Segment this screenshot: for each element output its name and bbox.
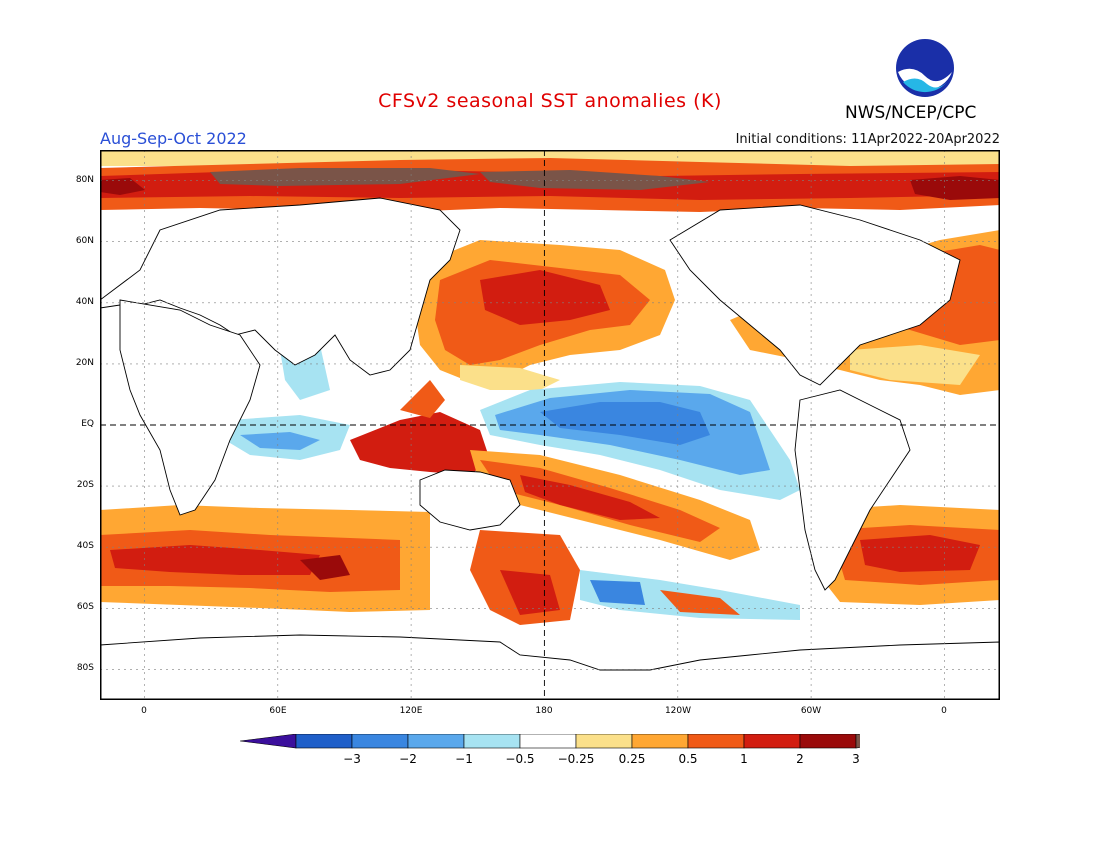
colorbar-swatch <box>632 734 688 748</box>
lat-label-60n: 60N <box>68 236 94 246</box>
colorbar-swatch <box>352 734 408 748</box>
colorbar-tick-label: 0.25 <box>619 752 646 766</box>
agency-label: NWS/NCEP/CPC <box>845 103 976 123</box>
colorbar-swatch <box>800 734 856 748</box>
colorbar-tick-label: −0.5 <box>505 752 534 766</box>
colorbar-swatch <box>688 734 744 748</box>
lon-label-0-west: 0 <box>124 706 164 716</box>
lon-label-180: 180 <box>524 706 564 716</box>
colorbar-swatch <box>856 734 860 748</box>
noaa-logo <box>895 38 955 98</box>
lat-label-20n: 20N <box>68 358 94 368</box>
colorbar-tick-label: 0.5 <box>678 752 697 766</box>
colorbar-swatch <box>408 734 464 748</box>
lat-label-60s: 60S <box>68 602 94 612</box>
colorbar-swatch <box>576 734 632 748</box>
lon-label-60w: 60W <box>791 706 831 716</box>
arctic-anomaly-bands <box>100 150 1000 212</box>
colorbar-legend: −3 −2 −1 −0.5 −0.25 0.25 0.5 1 2 3 <box>240 734 860 770</box>
season-label: Aug-Sep-Oct 2022 <box>100 129 247 148</box>
lon-label-0-east: 0 <box>924 706 964 716</box>
colorbar-swatch <box>296 734 352 748</box>
lat-label-40n: 40N <box>68 297 94 307</box>
initial-conditions-label: Initial conditions: 11Apr2022-20Apr2022 <box>600 132 1000 147</box>
colorbar-tick-label: −2 <box>399 752 417 766</box>
colorbar-tick-label: 1 <box>740 752 748 766</box>
lat-label-eq: EQ <box>68 419 94 429</box>
lat-label-20s: 20S <box>68 480 94 490</box>
lon-label-120e: 120E <box>391 706 431 716</box>
colorbar-swatch <box>520 734 576 748</box>
colorbar-tick-label: −0.25 <box>558 752 595 766</box>
lat-label-80s: 80S <box>68 663 94 673</box>
lon-label-120w: 120W <box>658 706 698 716</box>
colorbar-tick-label: 3 <box>852 752 860 766</box>
colorbar-tick-label: 2 <box>796 752 804 766</box>
colorbar-tick-label: −1 <box>455 752 473 766</box>
colorbar-swatch <box>240 734 296 748</box>
colorbar-tick-label: −3 <box>343 752 361 766</box>
sst-anomaly-map <box>100 150 1000 700</box>
lon-label-60e: 60E <box>258 706 298 716</box>
lat-label-80n: 80N <box>68 175 94 185</box>
colorbar-swatch <box>744 734 800 748</box>
map-title: CFSv2 seasonal SST anomalies (K) <box>300 90 800 112</box>
colorbar-swatch <box>464 734 520 748</box>
lat-label-40s: 40S <box>68 541 94 551</box>
